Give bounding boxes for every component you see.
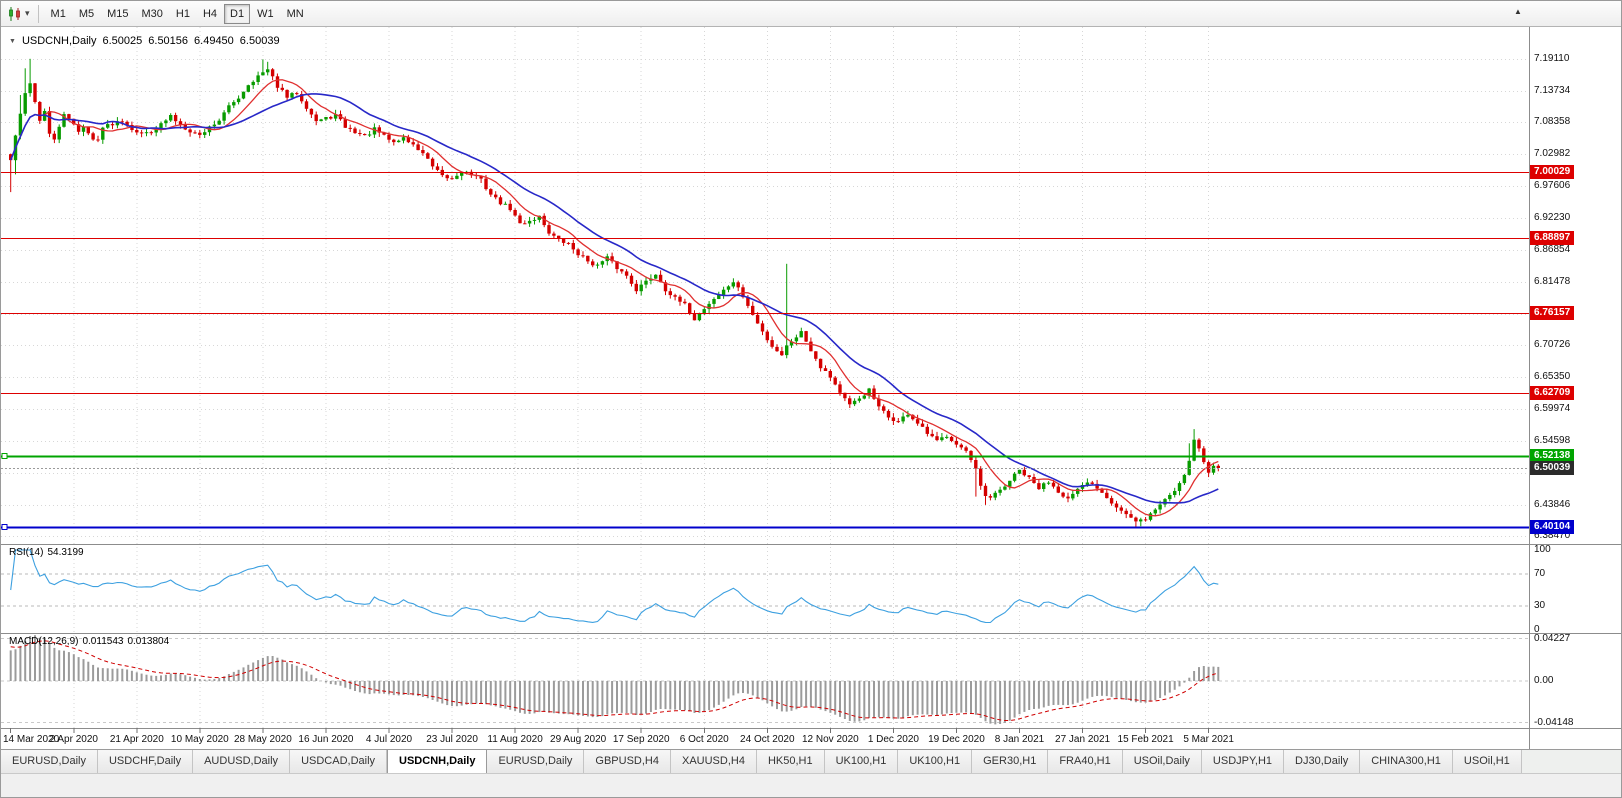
chart-tab-uk100-h1[interactable]: UK100,H1: [898, 750, 973, 773]
price-level-badge: 6.52138: [1530, 448, 1575, 463]
price-tick-label: 6.81478: [1534, 275, 1571, 287]
chart-tab-usdcnh-daily[interactable]: USDCNH,Daily: [387, 750, 488, 773]
date-tick-label: 27 Jan 2021: [1055, 734, 1111, 745]
timeframe-button-h1[interactable]: H1: [170, 4, 196, 24]
scroll-up-icon[interactable]: ▲: [1514, 7, 1522, 16]
ma-slow-line: [9, 93, 1219, 504]
price-tick-label: 7.08358: [1534, 116, 1571, 128]
macd-histogram: [9, 635, 1220, 725]
ma-fast-line: [10, 79, 1219, 517]
date-tick-label: 15 Feb 2021: [1117, 734, 1174, 745]
date-tick-label: 8 Jan 2021: [994, 734, 1045, 745]
price-tick-label: 6.54598: [1534, 434, 1571, 446]
current-price-badge: 6.50039: [1530, 460, 1575, 475]
date-tick-label: 4 Jul 2020: [365, 734, 413, 745]
timeframe-button-w1[interactable]: W1: [251, 4, 280, 24]
line-handle[interactable]: [1, 453, 8, 459]
rsi-tick-label: 100: [1534, 544, 1551, 555]
price-level-badge: 6.40104: [1530, 519, 1575, 534]
chart-tab-usoil-h1[interactable]: USOil,H1: [1452, 750, 1522, 773]
price-axis: 7.19110 7.13734 7.08358 7.02982 6.97606 6.922…: [1529, 27, 1621, 749]
timeframe-button-m5[interactable]: M5: [73, 4, 100, 24]
timeframe-button-m30[interactable]: M30: [136, 4, 169, 24]
date-tick-label: 6 Oct 2020: [679, 734, 729, 745]
price-tick-label: 6.97606: [1534, 180, 1571, 192]
date-tick-label: 14 Mar 2020: [3, 734, 60, 745]
time-axis: 14 Mar 2020 2 Apr 2020 21 Apr 2020 10 May 2…: [1, 728, 1529, 749]
chart-tab-usoil-daily[interactable]: USOil,Daily: [1122, 750, 1202, 773]
price-tick-label: 6.92230: [1534, 212, 1571, 223]
price-tick-label: 7.19110: [1534, 52, 1570, 64]
date-tick-label: 21 Apr 2020: [109, 734, 164, 745]
rsi-tick-label: 70: [1534, 568, 1546, 579]
chart-window[interactable]: ▼ USDCNH,Daily 6.50025 6.50156 6.49450 6…: [1, 27, 1621, 749]
price-tick-label: 7.13734: [1534, 84, 1571, 96]
date-tick-label: 11 Aug 2020: [487, 734, 543, 745]
macd-tick-label: 0.00: [1534, 675, 1554, 686]
chart-tab-eurusd-daily[interactable]: EURUSD,Daily: [487, 750, 585, 773]
macd-tick-label: 0.04227: [1534, 632, 1571, 644]
candlestick-chart-icon[interactable]: [6, 5, 24, 23]
grid: [1, 27, 1529, 728]
price-level-badge: 6.76157: [1530, 306, 1575, 321]
chart-tab-china300-h1[interactable]: CHINA300,H1: [1360, 750, 1453, 773]
date-tick-label: 12 Nov 2020: [801, 734, 859, 745]
timeframe-button-mn[interactable]: MN: [281, 4, 310, 24]
chart-tab-usdchf-daily[interactable]: USDCHF,Daily: [97, 750, 194, 773]
pane-separators: [1, 27, 1621, 749]
date-tick-label: 29 Aug 2020: [550, 734, 607, 745]
date-tick-label: 19 Dec 2020: [928, 734, 985, 745]
toolbar: ▾ M1 M5 M15 M30 H1 H4 D1 W1 MN ▲: [1, 1, 1621, 27]
price-level-badge: 6.62709: [1530, 385, 1575, 400]
price-level-badge: 6.88897: [1530, 230, 1575, 245]
chart-tab-usdjpy-h1[interactable]: USDJPY,H1: [1201, 750, 1285, 773]
price-tick-label: 6.86854: [1534, 243, 1571, 255]
timeframe-toolbar: M1 M5 M15 M30 H1 H4 D1 W1 MN: [45, 3, 310, 24]
chart-tab-hk50-h1[interactable]: HK50,H1: [756, 750, 825, 773]
price-tick-label: 7.02982: [1534, 148, 1571, 160]
dropdown-caret-icon[interactable]: ▾: [25, 8, 30, 18]
price-tick-label: 6.65350: [1534, 371, 1571, 383]
timeframe-button-d1[interactable]: D1: [224, 3, 251, 24]
status-bar: [1, 773, 1621, 797]
date-tick-label: 17 Sep 2020: [612, 734, 670, 745]
chart-tabs-bar: EURUSD,Daily USDCHF,Daily AUDUSD,Daily USDC…: [1, 749, 1621, 773]
chart-tab-audusd-daily[interactable]: AUDUSD,Daily: [193, 750, 291, 773]
price-level-badge: 7.00029: [1530, 164, 1575, 179]
chart-tab-xauusd-h4[interactable]: XAUUSD,H4: [670, 750, 757, 773]
date-tick-label: 24 Oct 2020: [740, 734, 795, 745]
rsi-tick-label: 0: [1534, 624, 1540, 635]
indicator-collapse-icon[interactable]: ▼: [9, 37, 16, 45]
indicator-levels: [1, 573, 1529, 724]
timeframe-button-m15[interactable]: M15: [101, 4, 134, 24]
macd-tick-label: -0.04148: [1534, 716, 1574, 728]
date-tick-label: 23 Jul 2020: [426, 734, 478, 745]
chart-tab-uk100-h1[interactable]: UK100,H1: [824, 750, 899, 773]
rsi-tick-label: 30: [1534, 600, 1546, 611]
chart-tab-ger30-h1[interactable]: GER30,H1: [972, 750, 1049, 773]
date-tick-label: 28 May 2020: [233, 734, 292, 745]
line-handle[interactable]: [1, 524, 8, 530]
toolbar-separator: [37, 4, 39, 23]
chart-tab-dj30-daily[interactable]: DJ30,Daily: [1284, 750, 1361, 773]
chart-tab-fra40-h1[interactable]: FRA40,H1: [1048, 750, 1123, 773]
price-tick-label: 6.43846: [1534, 498, 1571, 510]
timeframe-button-h4[interactable]: H4: [197, 4, 223, 24]
chart-tab-gbpusd-h4[interactable]: GBPUSD,H4: [584, 750, 671, 773]
price-chart[interactable]: [1, 27, 1621, 749]
rsi-line: [10, 549, 1219, 624]
date-tick-label: 10 May 2020: [170, 734, 229, 745]
date-tick-label: 2 Apr 2020: [49, 734, 98, 745]
date-tick-label: 16 Jun 2020: [298, 734, 354, 745]
chart-tab-usdcad-daily[interactable]: USDCAD,Daily: [290, 750, 388, 773]
price-tick-label: 6.70726: [1534, 339, 1571, 351]
timeframe-button-m1[interactable]: M1: [45, 4, 72, 24]
date-tick-label: 5 Mar 2021: [1183, 734, 1234, 745]
price-tick-label: 6.59974: [1534, 403, 1571, 415]
date-tick-label: 1 Dec 2020: [867, 734, 919, 745]
price-tick-label: 6.38470: [1534, 530, 1571, 542]
macd-signal-line: [10, 640, 1219, 721]
chart-tab-eurusd-daily[interactable]: EURUSD,Daily: [1, 750, 98, 773]
